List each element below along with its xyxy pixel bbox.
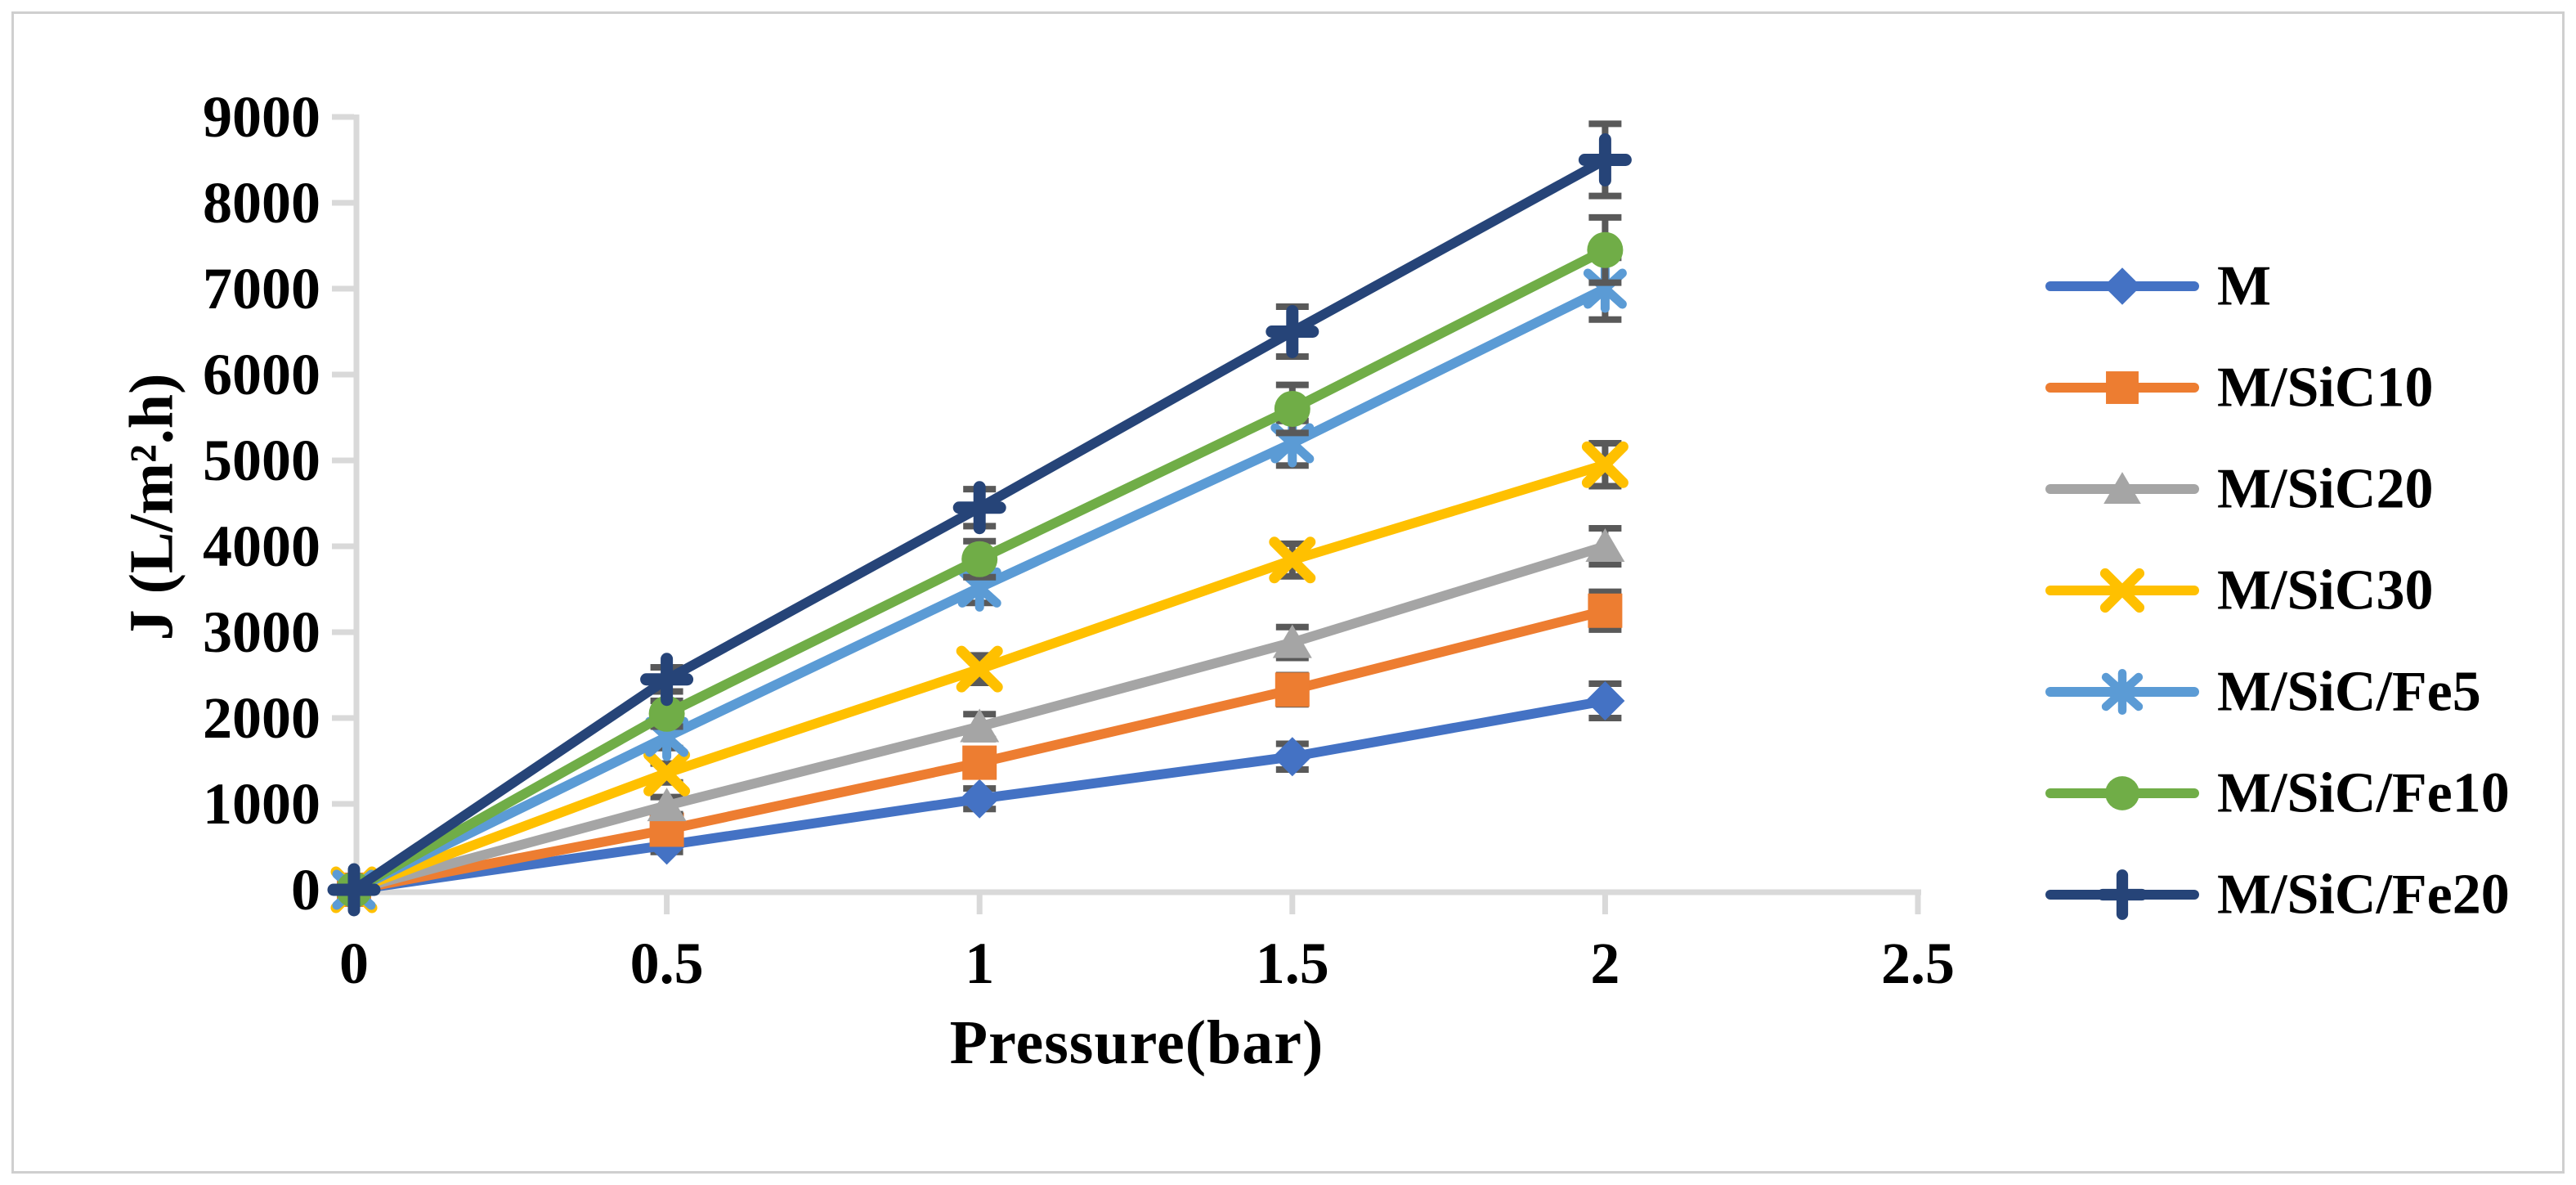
- legend-item-M/SiC10: M/SiC10: [2045, 357, 2433, 420]
- marker-x: [1581, 441, 1628, 488]
- legend-label: M/SiC20: [2217, 458, 2433, 521]
- legend-label: M/SiC10: [2217, 357, 2433, 420]
- legend-label: M/SiC/Fe20: [2217, 864, 2510, 927]
- x-tick-label: 1: [965, 931, 994, 996]
- marker-plus: [2097, 869, 2148, 920]
- marker-circle: [2105, 776, 2139, 810]
- x-tick-label: 2: [1590, 931, 1620, 996]
- x-tick-label: 0: [339, 931, 369, 996]
- y-tick-label: 2000: [203, 685, 320, 751]
- marker-x: [2099, 568, 2145, 613]
- y-tick-label: 6000: [203, 342, 320, 407]
- marker-circle: [1587, 231, 1624, 268]
- marker-square: [962, 745, 997, 780]
- marker-square: [1275, 672, 1310, 707]
- y-tick-label: 1000: [203, 771, 320, 837]
- legend-label: M: [2217, 255, 2271, 318]
- marker-asterisk: [2101, 668, 2144, 716]
- marker-square: [1588, 593, 1623, 628]
- marker-plus: [1266, 305, 1319, 358]
- marker-triangle: [647, 788, 687, 822]
- legend-item-M/SiC20: M/SiC20: [2045, 458, 2433, 521]
- legend-label: M/SiC30: [2217, 559, 2433, 622]
- marker-circle: [961, 541, 998, 577]
- y-tick-label: 7000: [203, 256, 320, 321]
- x-axis-title: Pressure(bar): [949, 1008, 1324, 1077]
- y-tick-label: 0: [291, 857, 320, 922]
- marker-triangle: [1585, 528, 1625, 562]
- legend-item-M/SiC/Fe20: M/SiC/Fe20: [2045, 864, 2510, 927]
- legend-label: M/SiC/Fe5: [2217, 661, 2481, 724]
- marker-square: [2106, 371, 2139, 404]
- y-tick-label: 5000: [203, 428, 320, 493]
- marker-diamond: [2103, 267, 2141, 305]
- marker-plus: [640, 653, 694, 707]
- marker-plus: [952, 481, 1006, 535]
- marker-x: [956, 645, 1003, 693]
- marker-x: [1269, 536, 1316, 584]
- y-tick-label: 3000: [203, 599, 320, 665]
- y-tick-label: 9000: [203, 84, 320, 150]
- legend-label: M/SiC/Fe10: [2217, 762, 2510, 825]
- marker-triangle: [1272, 624, 1312, 658]
- y-tick-label: 8000: [203, 170, 320, 236]
- marker-diamond: [960, 779, 1000, 819]
- legend-item-M/SiC/Fe5: M/SiC/Fe5: [2045, 661, 2481, 724]
- marker-plus: [327, 863, 381, 917]
- legend-item-M: M: [2045, 255, 2271, 318]
- marker-triangle: [960, 708, 1000, 743]
- legend-item-M/SiC30: M/SiC30: [2045, 559, 2433, 622]
- marker-diamond: [1585, 681, 1625, 720]
- y-tick-label: 4000: [203, 514, 320, 579]
- x-tick-label: 1.5: [1256, 931, 1329, 996]
- x-tick-label: 2.5: [1881, 931, 1955, 996]
- y-axis-title: J (L/m².h): [117, 373, 186, 641]
- x-tick-label: 0.5: [630, 931, 704, 996]
- marker-circle: [1274, 391, 1310, 427]
- marker-x: [643, 749, 691, 797]
- figure-border: [11, 11, 2565, 1174]
- marker-circle: [648, 695, 685, 732]
- marker-triangle: [2103, 472, 2141, 505]
- marker-diamond: [1272, 737, 1312, 777]
- marker-plus: [1578, 133, 1632, 186]
